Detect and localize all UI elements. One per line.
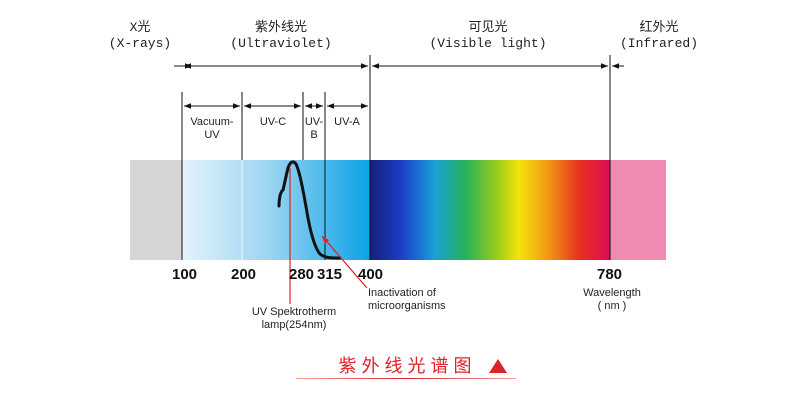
subband-label-uv-a: UV-A (334, 116, 360, 128)
lamp-note: UV Spektrotherm lamp(254nm) (251, 306, 337, 331)
inactivation-pointer (321, 235, 368, 289)
tick-label-100: 100 (172, 266, 198, 283)
subband-label-vacuum-uv: Vacuum- UV (190, 116, 234, 141)
band-label-xray: X光 (X-rays) (108, 20, 172, 51)
tick-label-315: 315 (317, 266, 343, 283)
tick-label-200: 200 (231, 266, 257, 283)
tick-label-400: 400 (358, 266, 384, 283)
xray-region (130, 160, 182, 260)
subband-label-uv-b: UV- B (304, 116, 324, 141)
caption-triangle-icon (489, 359, 507, 373)
caption-underline (296, 378, 516, 379)
band-label-infrared: 红外光 (Infrared) (619, 20, 698, 51)
band-label-ultraviolet: 紫外线光 (Ultraviolet) (230, 20, 332, 51)
wavelength-note: Wavelength( nm ) (583, 287, 641, 312)
subband-label-uv-c: UV-C (259, 116, 287, 128)
band-label-visible: 可见光 (Visible light) (429, 20, 547, 51)
tick-label-780: 780 (597, 266, 623, 283)
visible-region (370, 160, 610, 260)
infrared-region (610, 160, 666, 260)
ultraviolet-region (182, 160, 370, 260)
inactivation-note: Inactivation of microorganisms (368, 287, 446, 312)
diagram-caption: 紫外线光谱图 (338, 356, 477, 377)
lamp-emission-curve (277, 160, 342, 260)
inactivation-pointer-head (322, 236, 329, 244)
tick-label-280: 280 (289, 266, 315, 283)
